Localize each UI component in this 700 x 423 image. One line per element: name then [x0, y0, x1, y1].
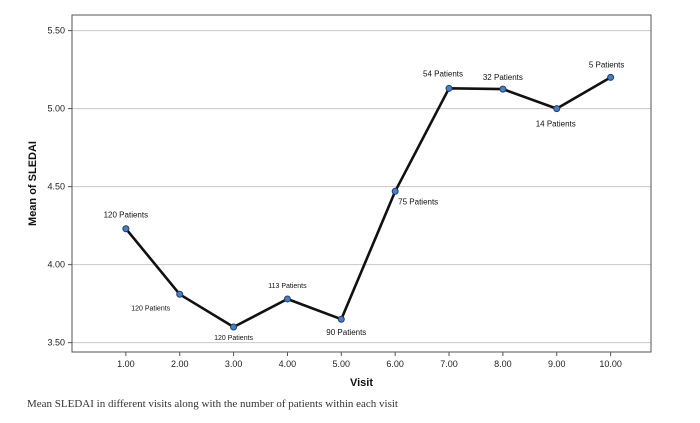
x-tick-label: 4.00	[279, 359, 297, 369]
point-label: 14 Patients	[536, 120, 576, 129]
data-point	[122, 225, 130, 233]
y-tick-label: 4.50	[47, 182, 65, 192]
x-tick-label: 3.00	[225, 359, 243, 369]
x-tick-label: 10.00	[599, 359, 622, 369]
point-label: 113 Patients	[268, 283, 307, 290]
y-axis-title: Mean of SLEDAI	[27, 141, 39, 226]
y-axis-ticks: 3.50 4.00 4.50 5.00 5.50	[47, 26, 72, 348]
point-label: 54 Patients	[423, 69, 463, 78]
point-label: 120 Patients	[214, 335, 253, 342]
y-tick-label: 5.50	[47, 26, 65, 36]
grid-lines	[72, 30, 651, 344]
point-label: 120 Patients	[104, 211, 148, 220]
x-tick-label: 2.00	[171, 359, 189, 369]
y-tick-label: 3.50	[47, 338, 65, 348]
point-label: 120 Patients	[131, 305, 170, 312]
data-point	[283, 295, 291, 303]
data-point	[337, 315, 345, 323]
plot-frame	[71, 14, 652, 353]
y-tick-label: 5.00	[47, 104, 65, 114]
x-tick-label: 7.00	[440, 359, 458, 369]
y-tick-label: 4.00	[47, 260, 65, 270]
data-point	[176, 290, 184, 298]
point-labels: 120 Patients 120 Patients 120 Patients 113 …	[104, 60, 625, 342]
series-line	[124, 76, 612, 329]
x-tick-label: 1.00	[117, 359, 135, 369]
x-axis-ticks: 1.00 2.00 3.00 4.00 5.00 6.00 7.00 8.00 9.00 10.0…	[117, 352, 622, 369]
x-tick-label: 6.00	[386, 359, 404, 369]
x-axis-title: Visit	[350, 377, 373, 389]
data-point	[230, 323, 238, 331]
data-point	[445, 84, 453, 92]
x-tick-label: 8.00	[494, 359, 512, 369]
x-tick-label: 9.00	[548, 359, 566, 369]
figure-caption: Mean SLEDAI in different visits along wi…	[27, 398, 398, 410]
point-label: 90 Patients	[326, 328, 366, 337]
data-point	[553, 105, 561, 113]
data-point	[499, 85, 507, 93]
data-point	[391, 187, 399, 195]
x-tick-label: 5.00	[333, 359, 351, 369]
data-point	[607, 73, 615, 81]
data-points	[122, 73, 615, 331]
point-label: 5 Patients	[589, 60, 625, 69]
point-label: 75 Patients	[398, 197, 438, 206]
point-label: 32 Patients	[483, 73, 523, 82]
